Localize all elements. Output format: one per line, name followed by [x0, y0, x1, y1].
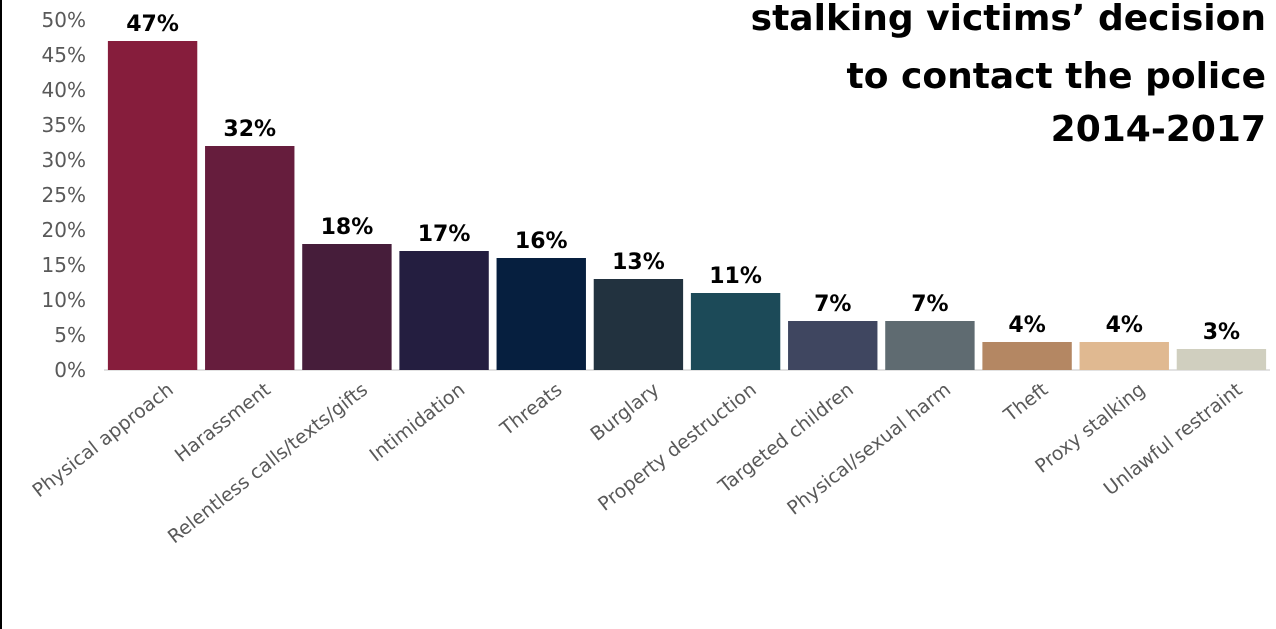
bar — [982, 342, 1072, 370]
y-tick-label: 30% — [42, 148, 86, 172]
y-tick-label: 15% — [42, 253, 86, 277]
y-tick-label: 40% — [42, 78, 86, 102]
bar — [496, 258, 586, 370]
bar — [1079, 342, 1169, 370]
y-tick-label: 35% — [42, 113, 86, 137]
data-label: 32% — [223, 117, 276, 142]
data-label: 47% — [126, 12, 179, 37]
x-tick-label: Physical approach — [28, 379, 177, 502]
y-tick-label: 10% — [42, 288, 86, 312]
data-label: 7% — [911, 292, 948, 317]
y-tick-label: 45% — [42, 43, 86, 67]
y-tick-label: 5% — [54, 323, 86, 347]
data-label: 11% — [709, 264, 762, 289]
chart-title-line: stalking victims’ decision — [751, 0, 1266, 39]
x-tick-label: Burglary — [586, 379, 663, 446]
bar — [205, 146, 295, 370]
x-tick-label: Relentless calls/texts/gifts — [164, 379, 372, 548]
data-label: 4% — [1008, 313, 1045, 338]
bar — [885, 321, 975, 370]
x-tick-label: Theft — [999, 379, 1052, 427]
data-label: 17% — [418, 222, 471, 247]
bars — [107, 41, 1267, 370]
y-tick-label: 25% — [42, 183, 86, 207]
x-tick-label: Threats — [495, 379, 566, 441]
data-labels: 47% 32% 18% 17% 16% 13% 11% 7% 7% 4% 4% 3% — [126, 12, 1240, 345]
y-tick-label: 20% — [42, 218, 86, 242]
data-label: 16% — [515, 229, 568, 254]
bar — [788, 321, 878, 370]
y-tick-label: 0% — [54, 358, 86, 382]
chart-title-line: 2014-2017 — [1051, 109, 1266, 150]
bar — [690, 293, 781, 370]
data-label: 13% — [612, 250, 665, 275]
x-tick-label: Physical/sexual harm — [783, 379, 955, 520]
data-label: 18% — [321, 215, 374, 240]
bar — [1176, 349, 1267, 370]
x-tick-label: Harassment — [171, 379, 275, 467]
data-label: 4% — [1106, 313, 1143, 338]
y-axis: 0% 5% 10% 15% 20% 25% 30% 35% 40% 45% 50% — [42, 8, 86, 382]
x-tick-label: Intimidation — [366, 379, 470, 467]
data-label: 3% — [1203, 320, 1240, 345]
bar — [399, 251, 489, 370]
bar — [107, 41, 198, 370]
x-tick-label: Property destruction — [594, 379, 761, 516]
y-tick-label: 50% — [42, 8, 86, 32]
chart-title: stalking victims’ decision to contact the… — [751, 0, 1266, 150]
bar — [593, 279, 684, 370]
chart-title-line: to contact the police — [847, 56, 1266, 97]
data-label: 7% — [814, 292, 851, 317]
bar — [302, 244, 392, 370]
